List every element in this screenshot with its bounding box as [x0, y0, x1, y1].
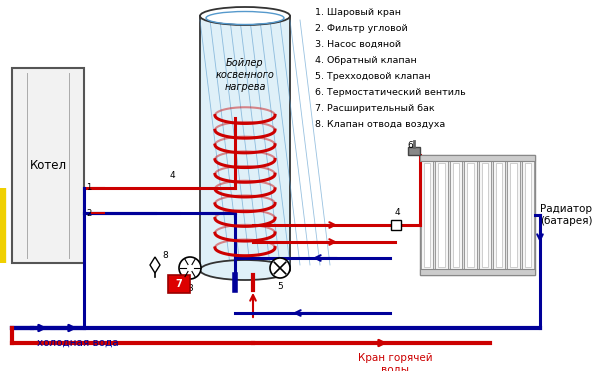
Bar — [507, 158, 520, 272]
Text: 2. Фильтр угловой: 2. Фильтр угловой — [315, 24, 408, 33]
Text: 5. Трехходовой клапан: 5. Трехходовой клапан — [315, 72, 431, 81]
Bar — [464, 158, 476, 272]
Bar — [479, 158, 491, 272]
Circle shape — [270, 258, 290, 278]
Bar — [524, 163, 531, 267]
Text: 3. Насос водяной: 3. Насос водяной — [315, 40, 401, 49]
Text: 6: 6 — [407, 141, 413, 150]
Bar — [421, 158, 433, 272]
Ellipse shape — [200, 260, 290, 280]
Bar — [493, 158, 505, 272]
Text: 7: 7 — [176, 279, 182, 289]
Text: 8: 8 — [162, 250, 168, 259]
Text: 4. Обратный клапан: 4. Обратный клапан — [315, 56, 417, 65]
Ellipse shape — [200, 7, 290, 25]
Bar — [521, 158, 534, 272]
Text: холодная вода: холодная вода — [37, 338, 119, 348]
Circle shape — [179, 257, 201, 279]
Text: 1. Шаровый кран: 1. Шаровый кран — [315, 8, 401, 17]
Bar — [439, 163, 445, 267]
Text: Кран горячей
воды: Кран горячей воды — [358, 353, 433, 371]
Text: Бойлер
косвенного
нагрева: Бойлер косвенного нагрева — [215, 58, 274, 92]
Bar — [420, 269, 535, 275]
Bar — [200, 16, 290, 270]
Bar — [482, 163, 488, 267]
Text: 8. Клапан отвода воздуха: 8. Клапан отвода воздуха — [315, 120, 445, 129]
Text: 4: 4 — [170, 171, 176, 180]
Text: 3: 3 — [187, 284, 193, 293]
Bar — [436, 158, 448, 272]
Text: 4: 4 — [394, 208, 400, 217]
Bar — [450, 158, 462, 272]
Bar — [12, 68, 84, 263]
Bar — [420, 155, 535, 161]
Bar — [391, 220, 401, 230]
Text: 7. Расширительный бак: 7. Расширительный бак — [315, 104, 434, 113]
Bar — [453, 163, 459, 267]
Bar — [408, 147, 420, 155]
Bar — [467, 163, 473, 267]
Text: Радиатор
(батарея): Радиатор (батарея) — [540, 204, 593, 226]
Polygon shape — [150, 257, 160, 273]
Bar — [424, 163, 430, 267]
Bar — [510, 163, 517, 267]
Bar — [420, 155, 535, 275]
Text: 2: 2 — [86, 209, 91, 217]
Text: 5: 5 — [277, 282, 283, 291]
Bar — [168, 275, 190, 293]
Text: Котел: Котел — [29, 159, 67, 172]
Bar — [496, 163, 502, 267]
Text: 1: 1 — [86, 184, 91, 193]
Text: 6. Термостатический вентиль: 6. Термостатический вентиль — [315, 88, 466, 97]
